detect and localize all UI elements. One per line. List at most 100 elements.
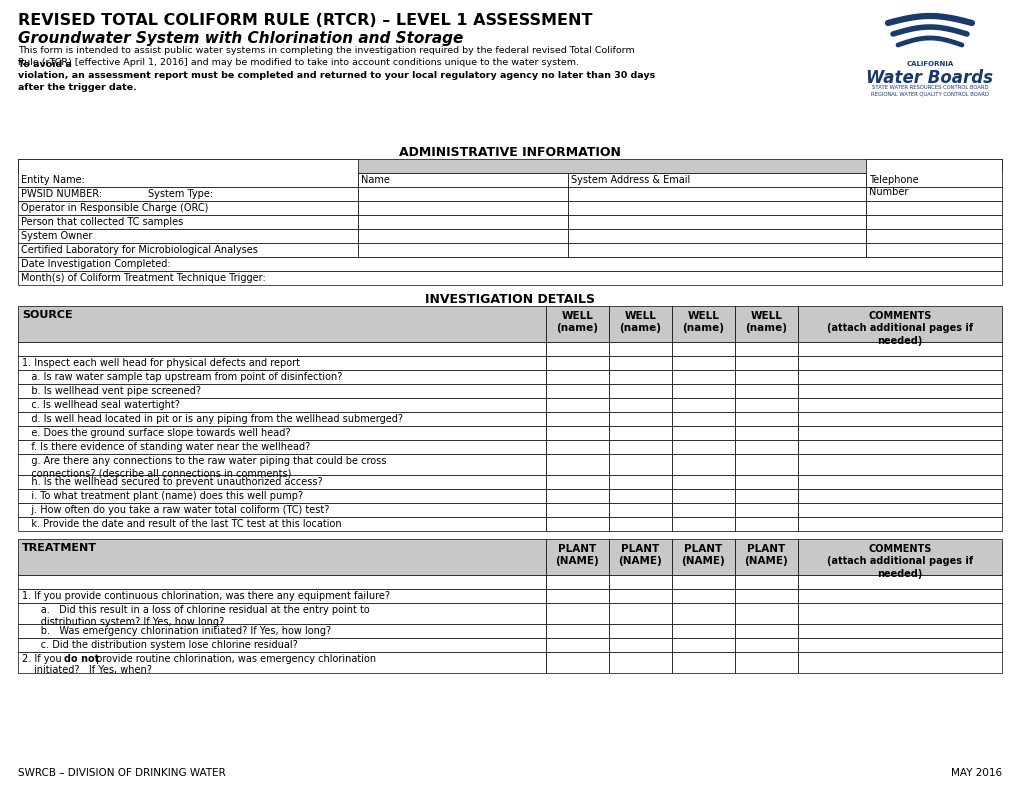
Bar xyxy=(18,426,545,440)
Text: d. Is well head located in pit or is any piping from the wellhead submerged?: d. Is well head located in pit or is any… xyxy=(22,414,403,424)
Bar xyxy=(545,356,608,370)
Bar xyxy=(608,589,672,603)
Bar xyxy=(18,539,545,575)
Bar xyxy=(608,412,672,426)
Text: TREATMENT: TREATMENT xyxy=(22,543,97,553)
Bar xyxy=(672,475,735,489)
Text: Certified Laboratory for Microbiological Analyses: Certified Laboratory for Microbiological… xyxy=(21,245,258,255)
Bar xyxy=(545,503,608,517)
Bar xyxy=(545,440,608,454)
Bar xyxy=(18,603,545,624)
Bar xyxy=(18,503,545,517)
Bar xyxy=(672,603,735,624)
Bar xyxy=(18,271,1001,285)
Text: To avoid a
violation, an assessment report must be completed and returned to you: To avoid a violation, an assessment repo… xyxy=(18,60,654,92)
Bar xyxy=(608,342,672,356)
Text: PLANT
(NAME): PLANT (NAME) xyxy=(681,544,725,567)
Bar xyxy=(672,398,735,412)
Text: Date Investigation Completed:: Date Investigation Completed: xyxy=(21,259,170,269)
Bar xyxy=(735,652,797,673)
Text: PLANT
(NAME): PLANT (NAME) xyxy=(555,544,599,567)
Bar xyxy=(608,356,672,370)
Bar xyxy=(797,503,1001,517)
Text: k. Provide the date and result of the last TC test at this location: k. Provide the date and result of the la… xyxy=(22,519,341,529)
Text: do not: do not xyxy=(64,654,99,664)
Bar xyxy=(672,370,735,384)
Bar xyxy=(735,370,797,384)
Text: provide routine chlorination, was emergency chlorination: provide routine chlorination, was emerge… xyxy=(93,654,376,664)
Bar xyxy=(735,489,797,503)
Bar xyxy=(545,475,608,489)
Bar xyxy=(672,589,735,603)
Bar xyxy=(18,398,545,412)
Text: STATE WATER RESOURCES CONTROL BOARD: STATE WATER RESOURCES CONTROL BOARD xyxy=(871,85,987,90)
Bar xyxy=(545,384,608,398)
Bar xyxy=(545,603,608,624)
Bar xyxy=(672,539,735,575)
Bar xyxy=(735,517,797,531)
Text: a.   Did this result in a loss of chlorine residual at the entry point to
      : a. Did this result in a loss of chlorine… xyxy=(22,605,370,627)
Bar xyxy=(735,356,797,370)
Bar xyxy=(545,517,608,531)
Bar xyxy=(18,342,545,356)
Bar xyxy=(672,306,735,342)
Text: Name: Name xyxy=(361,175,389,185)
Bar xyxy=(18,229,358,243)
Text: a. Is raw water sample tap upstream from point of disinfection?: a. Is raw water sample tap upstream from… xyxy=(22,372,342,382)
Bar xyxy=(672,356,735,370)
Text: Person that collected TC samples: Person that collected TC samples xyxy=(21,217,183,227)
Bar xyxy=(797,440,1001,454)
Bar xyxy=(545,454,608,475)
Text: initiated?   If Yes, when?: initiated? If Yes, when? xyxy=(34,665,152,675)
Bar xyxy=(18,384,545,398)
Bar xyxy=(18,356,545,370)
Bar xyxy=(608,370,672,384)
Bar xyxy=(672,440,735,454)
Bar xyxy=(568,201,865,215)
Bar xyxy=(18,638,545,652)
Bar xyxy=(865,243,1001,257)
Text: WELL
(name): WELL (name) xyxy=(745,311,787,333)
Bar xyxy=(18,159,1001,173)
Bar xyxy=(797,652,1001,673)
Bar xyxy=(797,603,1001,624)
Bar xyxy=(797,306,1001,342)
Bar xyxy=(608,517,672,531)
Bar xyxy=(797,624,1001,638)
Bar xyxy=(18,370,545,384)
Bar xyxy=(608,440,672,454)
Bar xyxy=(735,454,797,475)
Bar xyxy=(797,638,1001,652)
Bar xyxy=(735,624,797,638)
Text: PWSID NUMBER:: PWSID NUMBER: xyxy=(21,189,102,199)
Text: 2. If you: 2. If you xyxy=(22,654,64,664)
Text: COMMENTS
(attach additional pages if
needed): COMMENTS (attach additional pages if nee… xyxy=(826,311,972,346)
Text: b.   Was emergency chlorination initiated? If Yes, how long?: b. Was emergency chlorination initiated?… xyxy=(22,626,331,636)
Bar xyxy=(735,603,797,624)
Bar xyxy=(735,589,797,603)
Bar xyxy=(797,356,1001,370)
Bar xyxy=(672,426,735,440)
Bar xyxy=(672,503,735,517)
Bar xyxy=(18,517,545,531)
Bar xyxy=(18,652,545,673)
Bar xyxy=(18,215,358,229)
Bar xyxy=(797,539,1001,575)
Text: SOURCE: SOURCE xyxy=(22,310,72,320)
Bar xyxy=(545,539,608,575)
Bar xyxy=(735,384,797,398)
Bar xyxy=(608,426,672,440)
Bar xyxy=(18,454,545,475)
Bar xyxy=(608,489,672,503)
Text: Water Boards: Water Boards xyxy=(866,69,993,87)
Bar xyxy=(545,489,608,503)
Text: System Type:: System Type: xyxy=(148,189,213,199)
Bar xyxy=(797,454,1001,475)
Text: Entity Name:: Entity Name: xyxy=(21,175,85,185)
Bar xyxy=(797,517,1001,531)
Text: WELL
(name): WELL (name) xyxy=(682,311,723,333)
Bar xyxy=(568,229,865,243)
Text: REVISED TOTAL COLIFORM RULE (RTCR) – LEVEL 1 ASSESSMENT: REVISED TOTAL COLIFORM RULE (RTCR) – LEV… xyxy=(18,13,592,28)
Text: ADMINISTRATIVE INFORMATION: ADMINISTRATIVE INFORMATION xyxy=(398,146,621,159)
Bar xyxy=(18,589,545,603)
